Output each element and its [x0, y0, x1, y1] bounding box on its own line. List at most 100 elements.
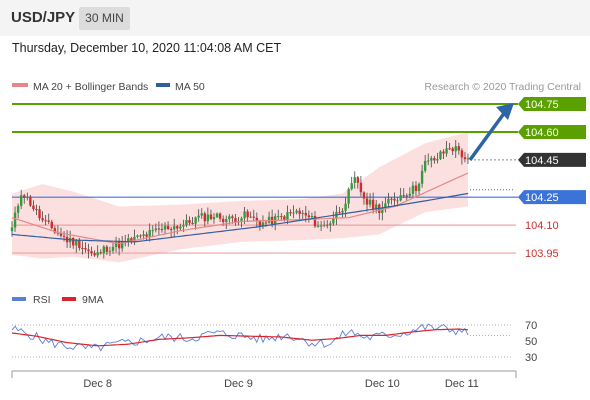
candle-body [439, 151, 442, 159]
candle-body [411, 185, 415, 194]
candle-body [99, 252, 102, 254]
candle-body [252, 216, 255, 218]
candle-body [246, 211, 249, 218]
candle-body [304, 212, 307, 216]
candle-body [255, 217, 259, 222]
forecast-arrow-head [496, 103, 514, 121]
candle-body [182, 225, 185, 227]
chart-timestamp: Thursday, December 10, 2020 11:04:08 AM … [12, 41, 282, 55]
candle-body [286, 212, 289, 221]
candle-body [166, 225, 170, 230]
x-tick-Dec-11: Dec 11 [445, 378, 479, 390]
level-tag-104.75 [518, 97, 586, 112]
candle-body [231, 216, 234, 219]
timeframe-badge[interactable]: 30 MIN [79, 7, 130, 30]
level-label-104.60: 104.60 [525, 127, 559, 139]
candle-body [448, 148, 451, 150]
candle-body [154, 228, 158, 231]
candle-body [261, 222, 265, 226]
candle-body [316, 225, 320, 227]
candle-body [408, 193, 412, 196]
candle-body [136, 235, 139, 237]
candle-body [457, 146, 461, 151]
candle-body [289, 212, 292, 214]
candle-body [234, 218, 237, 223]
candle-body [191, 222, 194, 224]
candle-body [463, 157, 467, 160]
candle-body [420, 170, 424, 184]
candle-body [454, 146, 457, 152]
candle-body [374, 204, 378, 210]
candle-body [267, 216, 271, 223]
candle-body [466, 158, 470, 160]
candle-body [26, 196, 29, 198]
candle-body [341, 210, 344, 213]
candle-body [322, 224, 326, 226]
rsi-ma-legend-swatch [62, 297, 76, 301]
candle-body [188, 220, 191, 223]
candle-body [249, 216, 252, 218]
candle-body [62, 235, 66, 237]
candle-body [384, 203, 387, 208]
candle-body [59, 233, 63, 236]
candle-body [218, 213, 222, 219]
candle-body [206, 214, 210, 222]
candle-body [84, 248, 87, 250]
candle-body [10, 227, 14, 232]
rsi-legend-label: RSI [33, 294, 51, 306]
candle-body [194, 217, 197, 224]
candle-body [427, 160, 430, 162]
level-label-104.10: 104.10 [525, 220, 559, 232]
candle-body [264, 222, 268, 224]
candle-body [442, 151, 445, 154]
candle-body [200, 213, 203, 216]
ma20-line [11, 172, 469, 245]
candle-body [368, 199, 372, 205]
rsi-tick-70: 70 [525, 320, 537, 332]
candle-body [356, 177, 360, 183]
candle-body [179, 226, 182, 229]
candle-body [393, 198, 396, 201]
candle-body [221, 218, 225, 223]
candle-body [365, 198, 369, 205]
candle-body [29, 196, 32, 206]
candle-body [176, 226, 179, 229]
candle-body [157, 228, 161, 230]
candle-body [313, 215, 317, 227]
candle-body [173, 226, 176, 230]
level-tag-104.25 [518, 190, 586, 205]
rsi-ma-line [11, 328, 469, 347]
ma50-legend-label: MA 50 [175, 81, 205, 93]
candle-body [292, 212, 295, 214]
candle-body [460, 150, 464, 158]
x-tick-Dec-8: Dec 8 [83, 378, 112, 390]
candle-body [301, 212, 304, 214]
candle-body [111, 246, 115, 251]
candle-body [405, 195, 408, 197]
candle-body [75, 240, 78, 246]
candle-body [19, 195, 23, 206]
candle-body [215, 213, 219, 218]
candle-body [344, 203, 347, 211]
currency-pair-title: USD/JPY [11, 9, 76, 26]
candle-body [142, 234, 145, 237]
candle-body [81, 248, 84, 250]
candle-body [102, 246, 106, 254]
candle-body [240, 218, 243, 222]
candle-body [326, 224, 329, 226]
bollinger-band [12, 132, 468, 263]
candle-body [445, 148, 448, 154]
candle-body [228, 216, 231, 220]
candle-body [338, 211, 341, 213]
candle-body [16, 205, 20, 213]
candle-body [353, 177, 356, 184]
ma20-legend-label: MA 20 + Bollinger Bands [33, 81, 148, 93]
candle-body [145, 234, 148, 237]
ma20-legend-swatch [12, 83, 28, 87]
candle-body [148, 230, 151, 237]
candle-body [371, 199, 375, 210]
candle-body [151, 230, 154, 232]
level-label-104.75: 104.75 [525, 99, 559, 111]
